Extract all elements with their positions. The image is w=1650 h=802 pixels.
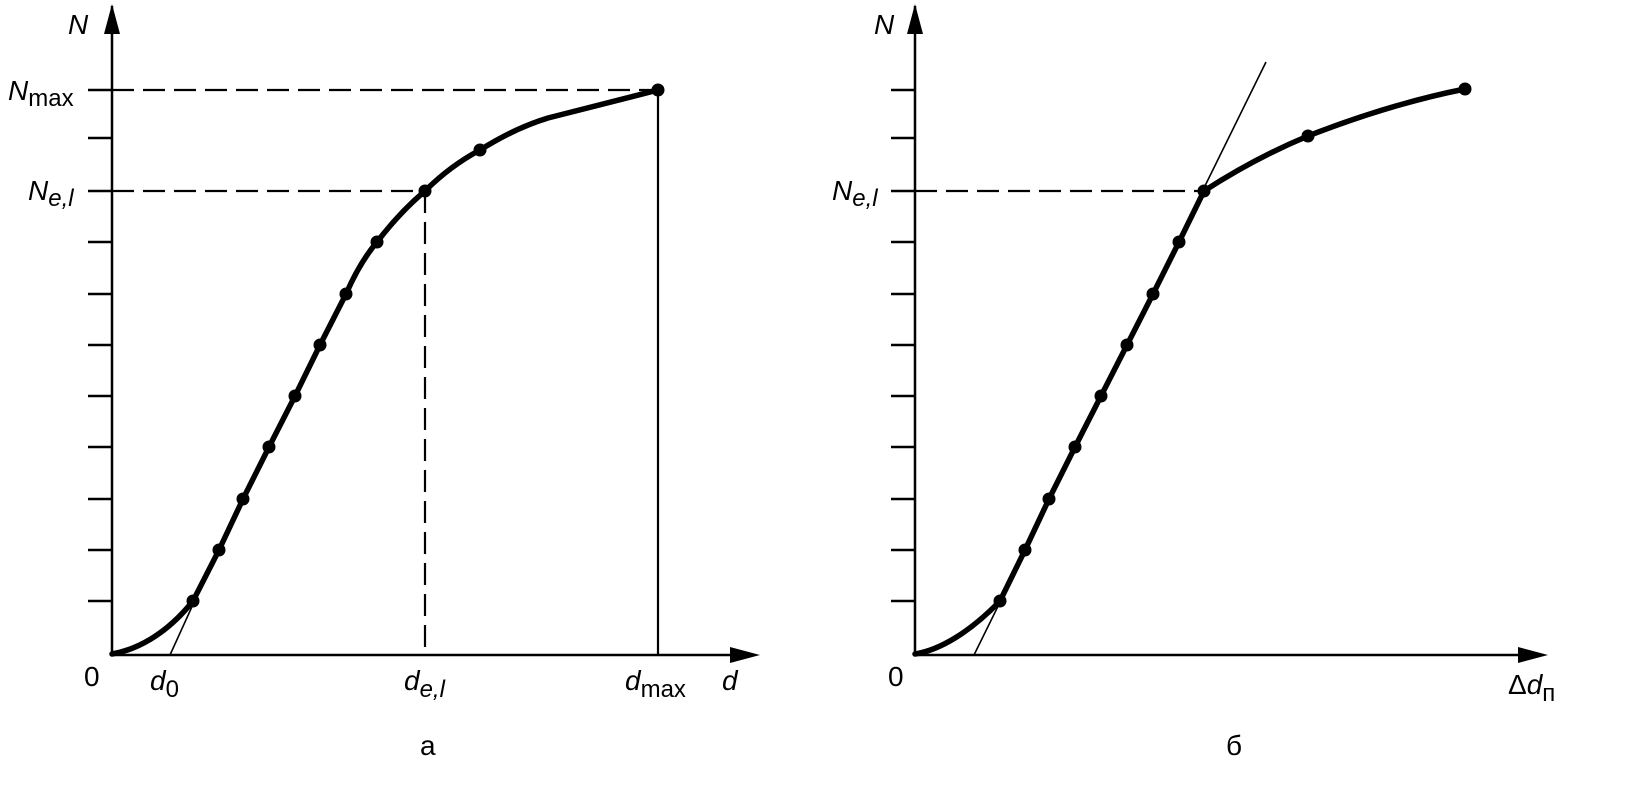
panel-a-point xyxy=(212,543,226,557)
panel-a-point xyxy=(262,440,276,454)
panel-b-point xyxy=(993,594,1007,608)
panel-a-curve xyxy=(109,87,661,657)
panel-a: N Nmax Ne,l 0 d0 de,l dmax d а xyxy=(8,4,760,761)
panel-a-x-arrowhead xyxy=(730,647,760,663)
panel-b-point xyxy=(1120,338,1134,352)
panel-a-point xyxy=(473,143,487,157)
panel-b-point xyxy=(1018,543,1032,557)
panel-b-x-axis-label: Δdп xyxy=(1508,669,1555,707)
panel-b-point xyxy=(1197,184,1211,198)
panel-a-point xyxy=(313,338,327,352)
panel-a-y-arrowhead xyxy=(104,4,120,34)
panel-a-points xyxy=(186,83,665,608)
panel-b: N Ne,l 0 Δdп б xyxy=(832,4,1555,761)
panel-a-point xyxy=(370,235,384,249)
panel-a-x-axis-label: d xyxy=(722,665,739,696)
panel-b-curve xyxy=(912,86,1468,657)
panel-b-origin-label: 0 xyxy=(888,661,904,692)
panel-a-point xyxy=(236,492,250,506)
panel-a-point xyxy=(186,594,200,608)
panel-b-point xyxy=(1068,440,1082,454)
panel-a-caption: а xyxy=(420,730,436,761)
panel-a-del-label: de,l xyxy=(404,665,446,703)
panel-b-points xyxy=(993,82,1472,608)
panel-b-y-arrowhead xyxy=(907,4,923,34)
panel-b-point xyxy=(1172,235,1186,249)
panel-a-point xyxy=(418,184,432,198)
panel-b-point xyxy=(1042,492,1056,506)
panel-a-dmax-label: dmax xyxy=(625,665,686,703)
panel-a-point xyxy=(339,287,353,301)
panel-b-point xyxy=(1458,82,1472,96)
panel-b-x-arrowhead xyxy=(1518,647,1548,663)
panel-b-caption: б xyxy=(1226,730,1242,761)
panel-a-d0-label: d0 xyxy=(150,665,179,703)
panel-a-nel-label: Ne,l xyxy=(28,175,74,212)
panel-a-y-ticks xyxy=(88,88,112,603)
panel-a-origin-label: 0 xyxy=(84,661,100,692)
panel-b-nel-label: Ne,l xyxy=(832,175,878,212)
panel-b-point xyxy=(1094,389,1108,403)
panel-a-point xyxy=(288,389,302,403)
panel-b-point xyxy=(1301,129,1315,143)
panel-b-y-ticks xyxy=(891,88,915,603)
panel-b-point xyxy=(1146,287,1160,301)
panel-a-nmax-label: Nmax xyxy=(8,75,74,112)
panel-a-point xyxy=(651,83,665,97)
panel-a-y-axis-label: N xyxy=(68,9,89,40)
panel-b-y-axis-label: N xyxy=(874,9,895,40)
